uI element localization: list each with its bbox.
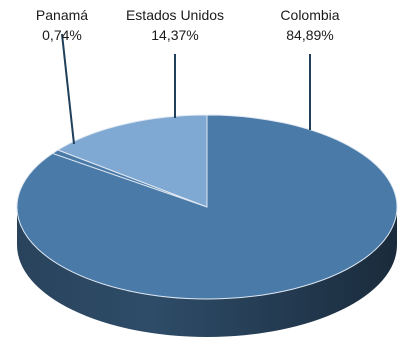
slice-name-colombia: Colombia bbox=[280, 7, 339, 23]
slice-value-colombia: 84,89% bbox=[286, 27, 333, 43]
leader-line-panama bbox=[61, 33, 75, 145]
slice-labels: Colombia 84,89% Estados Unidos 14,37% Panamá… bbox=[36, 7, 340, 43]
pie-side-wall bbox=[17, 207, 397, 337]
slice-name-estados-unidos: Estados Unidos bbox=[126, 7, 224, 23]
pie-slice-estados-unidos bbox=[56, 114, 208, 208]
slice-name-panama: Panamá bbox=[36, 7, 88, 23]
pie-side-walls bbox=[17, 207, 397, 337]
pie-top-faces bbox=[16, 114, 398, 300]
slice-value-estados-unidos: 14,37% bbox=[151, 27, 198, 43]
slice-value-panama: 0,74% bbox=[42, 27, 82, 43]
leader-lines bbox=[61, 33, 311, 145]
pie-slice-colombia bbox=[16, 114, 398, 300]
